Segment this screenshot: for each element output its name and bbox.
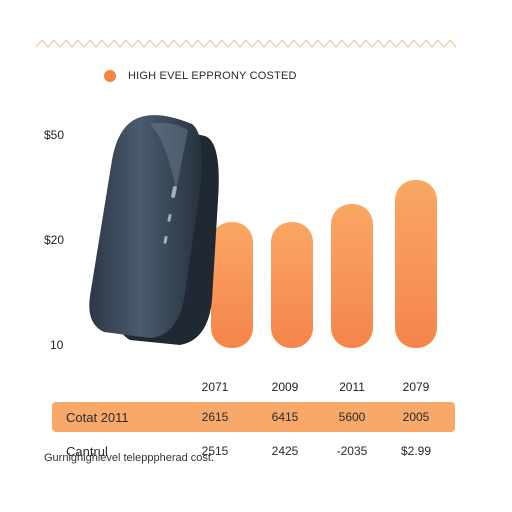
row-label: Cantrul: [66, 443, 108, 459]
table-cell: 6415: [271, 410, 299, 424]
table-cell: 2005: [402, 410, 430, 424]
table-row: Cantrul 2515 2425 -2035 $2.99: [52, 436, 455, 466]
row-label: Cotat 2011: [66, 409, 129, 425]
table-row-highlighted: Cotat 2011 2615 6415 5600 2005: [52, 402, 455, 432]
table-cell: $2.99: [400, 444, 432, 458]
bar-2011: [331, 204, 373, 348]
x-tick-label: 2071: [201, 380, 229, 394]
chart-caption: Gurnighighlevel telepppherad cost.: [44, 452, 215, 464]
mobile-phone-icon: [89, 115, 219, 345]
x-tick-label: 2079: [402, 380, 430, 394]
table-cell: 5600: [338, 410, 366, 424]
bar-2071: [211, 222, 253, 348]
decorative-zigzag-line: [36, 39, 456, 48]
chart-legend: HIGH EVEL EPPRONY COSTED: [104, 70, 297, 82]
y-tick-label: $20: [44, 233, 65, 247]
orange-dot-icon: [104, 70, 116, 82]
y-tick-label: 10: [50, 338, 64, 352]
table-cell: 2615: [201, 410, 229, 424]
bar-chart: [89, 115, 437, 348]
y-tick-label: $50: [44, 128, 65, 142]
bar-2079: [395, 180, 437, 348]
legend-label: HIGH EVEL EPPRONY COSTED: [128, 70, 297, 82]
bar-2009: [271, 222, 313, 348]
table-cell: 2425: [271, 444, 299, 458]
table-cell: -2035: [336, 444, 368, 458]
table-cell: 2515: [201, 444, 229, 458]
x-tick-label: 2011: [339, 380, 365, 394]
x-tick-label: 2009: [271, 380, 299, 394]
